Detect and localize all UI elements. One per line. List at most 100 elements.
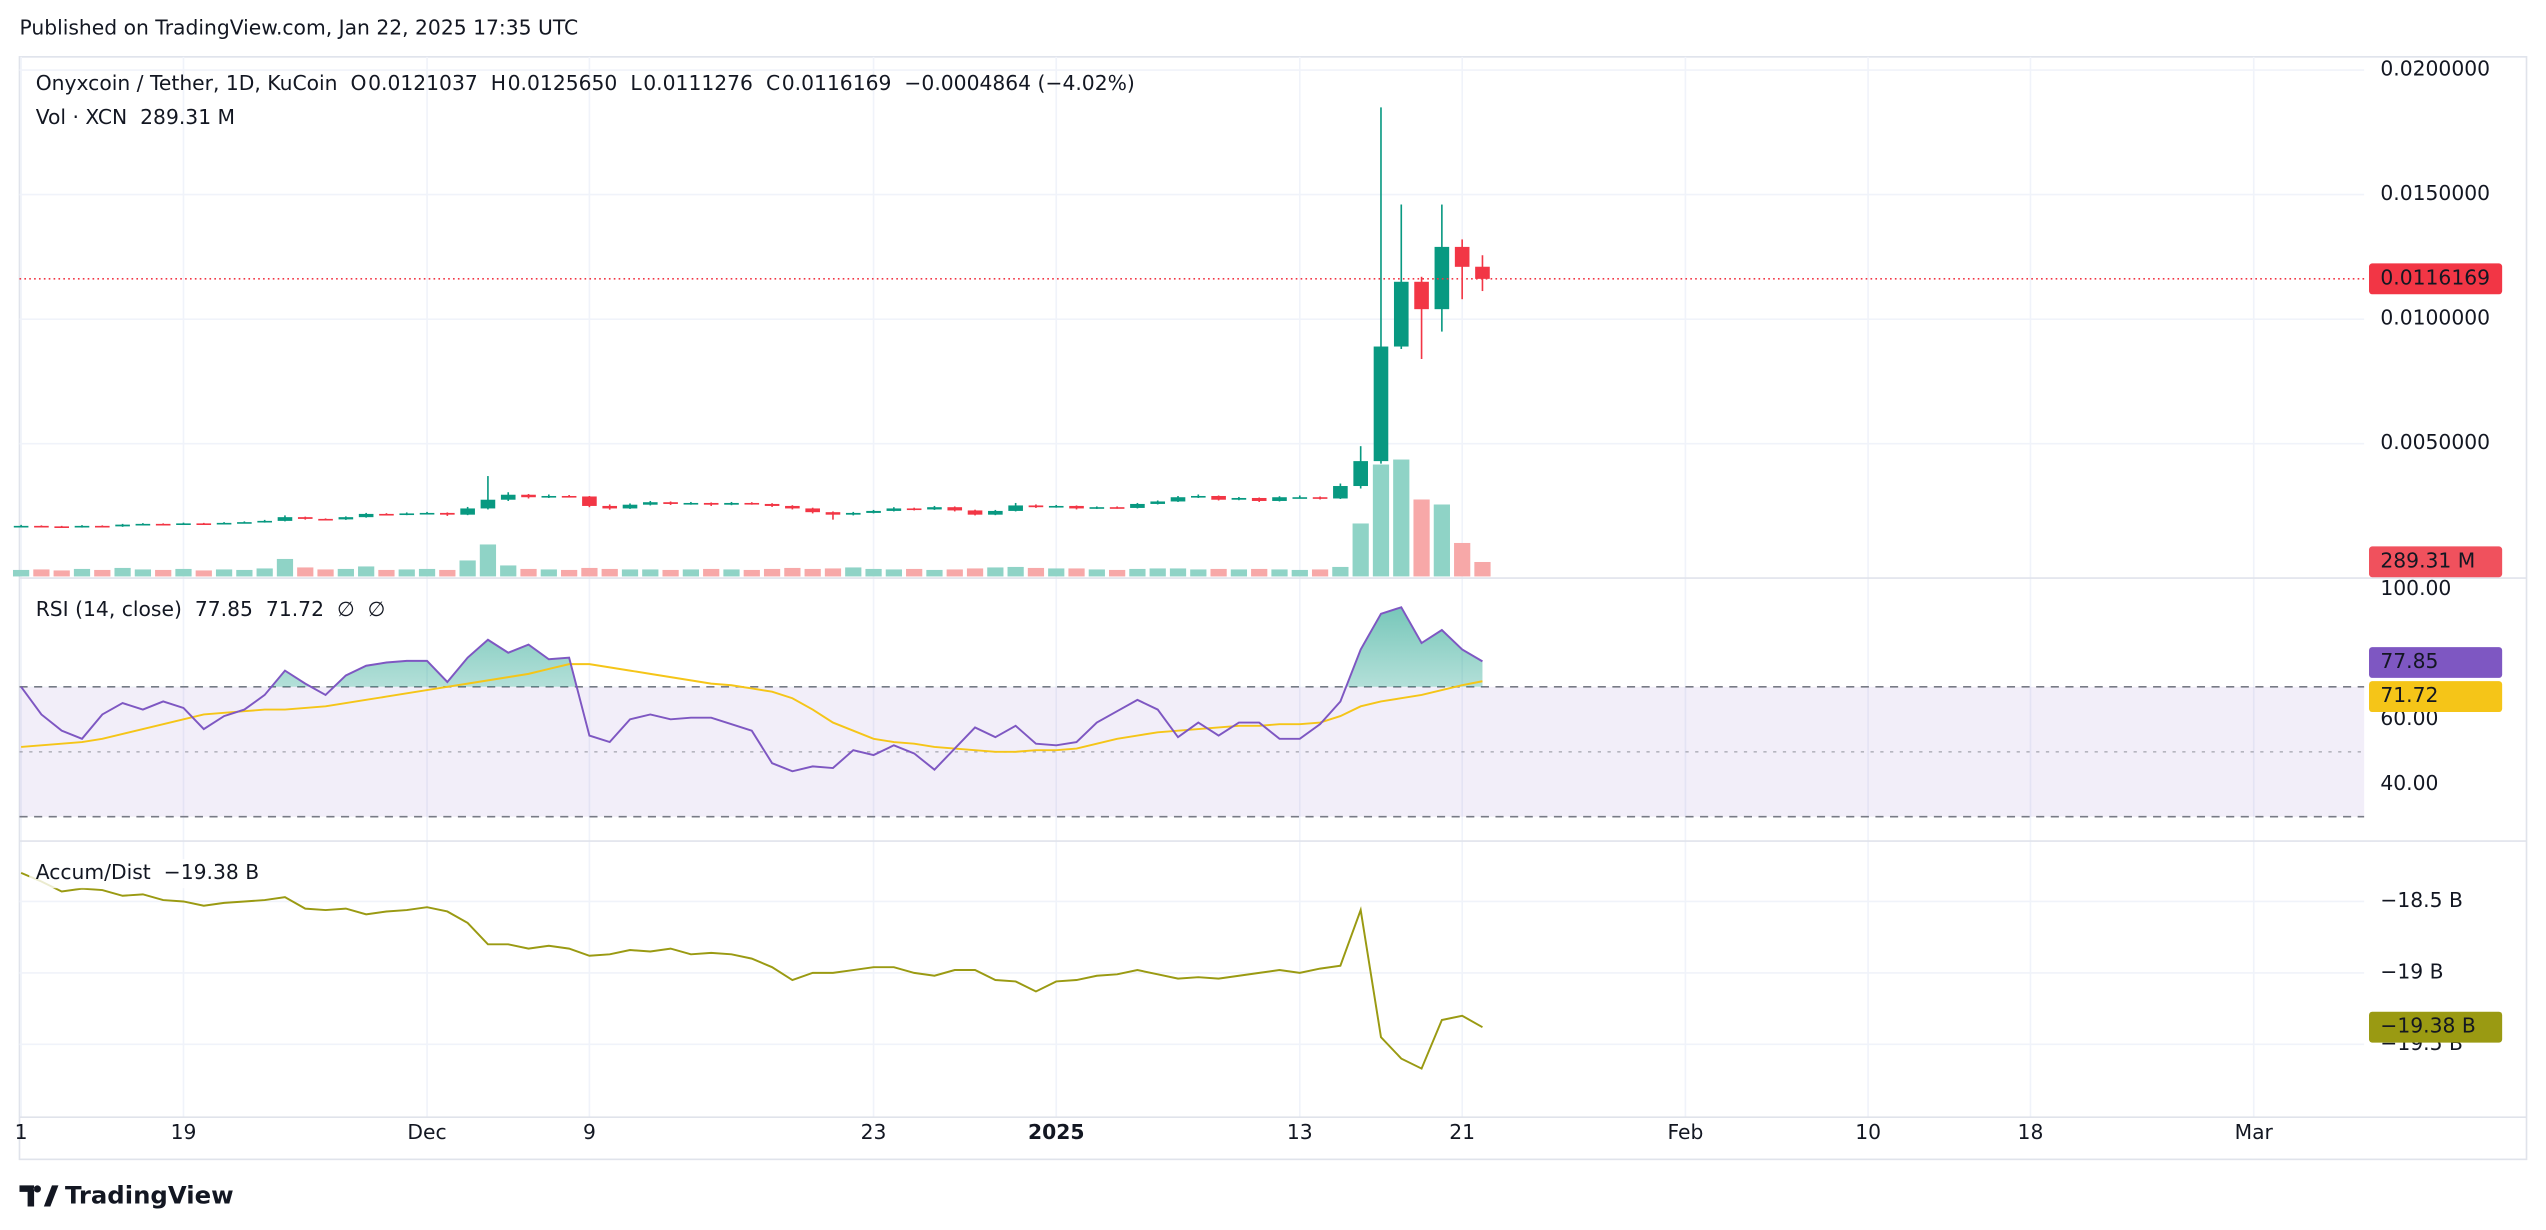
ohlc-value: 0.0125650 (508, 71, 618, 95)
x-tick-label: Mar (2235, 1120, 2274, 1144)
ohlc-key: L (630, 71, 642, 95)
candle-body (1048, 505, 1064, 508)
volume-bar (1332, 566, 1349, 577)
candle-body (297, 517, 313, 519)
y-tick-label: −18.5 B (2380, 888, 2463, 912)
candle-body (927, 507, 942, 510)
chart-title: Onyxcoin / Tether, 1D, KuCoin (36, 71, 338, 95)
rsi-line (20, 606, 1483, 773)
x-tick-label: 18 (2018, 1120, 2044, 1144)
price-tag (2369, 263, 2503, 295)
y-tick-label: −19 B (2380, 959, 2443, 983)
volume-bar (276, 558, 294, 577)
volume-bar (175, 568, 192, 577)
candle-body (805, 508, 820, 513)
candle-body (622, 504, 638, 509)
volume-bar (1048, 568, 1065, 577)
volume-bar (784, 567, 801, 577)
volume-bar (1149, 568, 1166, 577)
volume-bar (987, 567, 1004, 577)
candle-body (663, 502, 678, 504)
ohlc-key: C (766, 71, 780, 95)
candle-body (500, 494, 516, 500)
candle-body (1069, 505, 1084, 509)
volume-bar (662, 569, 679, 577)
volume-bar (966, 568, 984, 577)
legend-bg (29, 858, 290, 889)
volume-bar (1027, 567, 1045, 577)
volume-bar (317, 569, 334, 577)
candle-body (155, 523, 171, 526)
candle-body (176, 523, 191, 526)
candle-body (724, 502, 739, 505)
candle-body (257, 520, 272, 523)
candle-body (845, 512, 861, 515)
candle-body (1475, 266, 1490, 279)
x-tick-label: 9 (583, 1120, 596, 1144)
y-tick-label: 0.0150000 (2380, 181, 2490, 205)
volume-bar (236, 569, 253, 577)
volume-bar (1129, 568, 1146, 577)
volume-bar (1190, 569, 1207, 577)
candle-body (744, 502, 760, 505)
volume-bar (824, 568, 842, 577)
volume-bar (1352, 523, 1369, 577)
volume-bar (500, 565, 517, 577)
volume-value: 289.31 M (140, 105, 235, 129)
indicator-value: 71.72 (266, 597, 324, 621)
candle-body (1008, 505, 1023, 511)
candle-body (1089, 507, 1105, 509)
candle-body (419, 512, 435, 515)
x-tick-label: Dec (407, 1120, 446, 1144)
price-tag (2369, 1011, 2503, 1043)
volume-bar (865, 568, 882, 577)
candle-body (379, 513, 394, 516)
volume-bar (1109, 569, 1126, 577)
price-tag-label: 71.72 (2380, 683, 2438, 707)
candle-body (1251, 497, 1267, 501)
candle-body (703, 502, 719, 505)
candle-body (1231, 497, 1247, 500)
y-tick-label: 100.00 (2380, 576, 2451, 600)
volume-bar (906, 568, 923, 577)
volume-bar (560, 569, 578, 577)
volume-bar (53, 570, 70, 577)
x-tick-label: 1 (15, 1120, 28, 1144)
candle-body (1312, 497, 1328, 499)
candle-body (1191, 495, 1206, 498)
indicator-value: 77.85 (195, 597, 253, 621)
candle-body (906, 508, 922, 511)
volume-bar (1474, 561, 1491, 577)
candle-body (13, 525, 29, 528)
volume-bar (1311, 569, 1329, 577)
candle-body (1272, 497, 1287, 501)
price-tag-label: 0.0116169 (2380, 265, 2490, 289)
indicator-extra: ∅ (368, 597, 386, 621)
volume-bar (256, 568, 273, 577)
candle-body (988, 510, 1003, 515)
ohlc-key: H (491, 71, 506, 95)
volume-bar (418, 568, 436, 577)
volume-bar (601, 568, 618, 577)
price-tag-label: 289.31 M (2380, 548, 2475, 572)
volume-bar (540, 569, 557, 577)
volume-bar (1251, 568, 1268, 577)
candle-body (764, 503, 780, 506)
ohlc-key: O (351, 71, 367, 95)
ad-line (20, 872, 1483, 1070)
x-tick-label: Feb (1667, 1120, 1703, 1144)
candle-body (1353, 461, 1368, 487)
volume-bar (520, 568, 537, 577)
candle-body (886, 508, 902, 511)
candle-body (1393, 281, 1409, 347)
price-tag-label: 77.85 (2380, 649, 2438, 673)
candle-body (480, 499, 496, 509)
price-tag (2369, 647, 2503, 678)
candle-body (602, 505, 618, 509)
price-tag (2369, 681, 2503, 713)
ohlc-value: 0.0111276 (643, 71, 753, 95)
indicator-extra: ∅ (337, 597, 355, 621)
volume-bar (12, 569, 30, 577)
candle-body (237, 522, 252, 524)
